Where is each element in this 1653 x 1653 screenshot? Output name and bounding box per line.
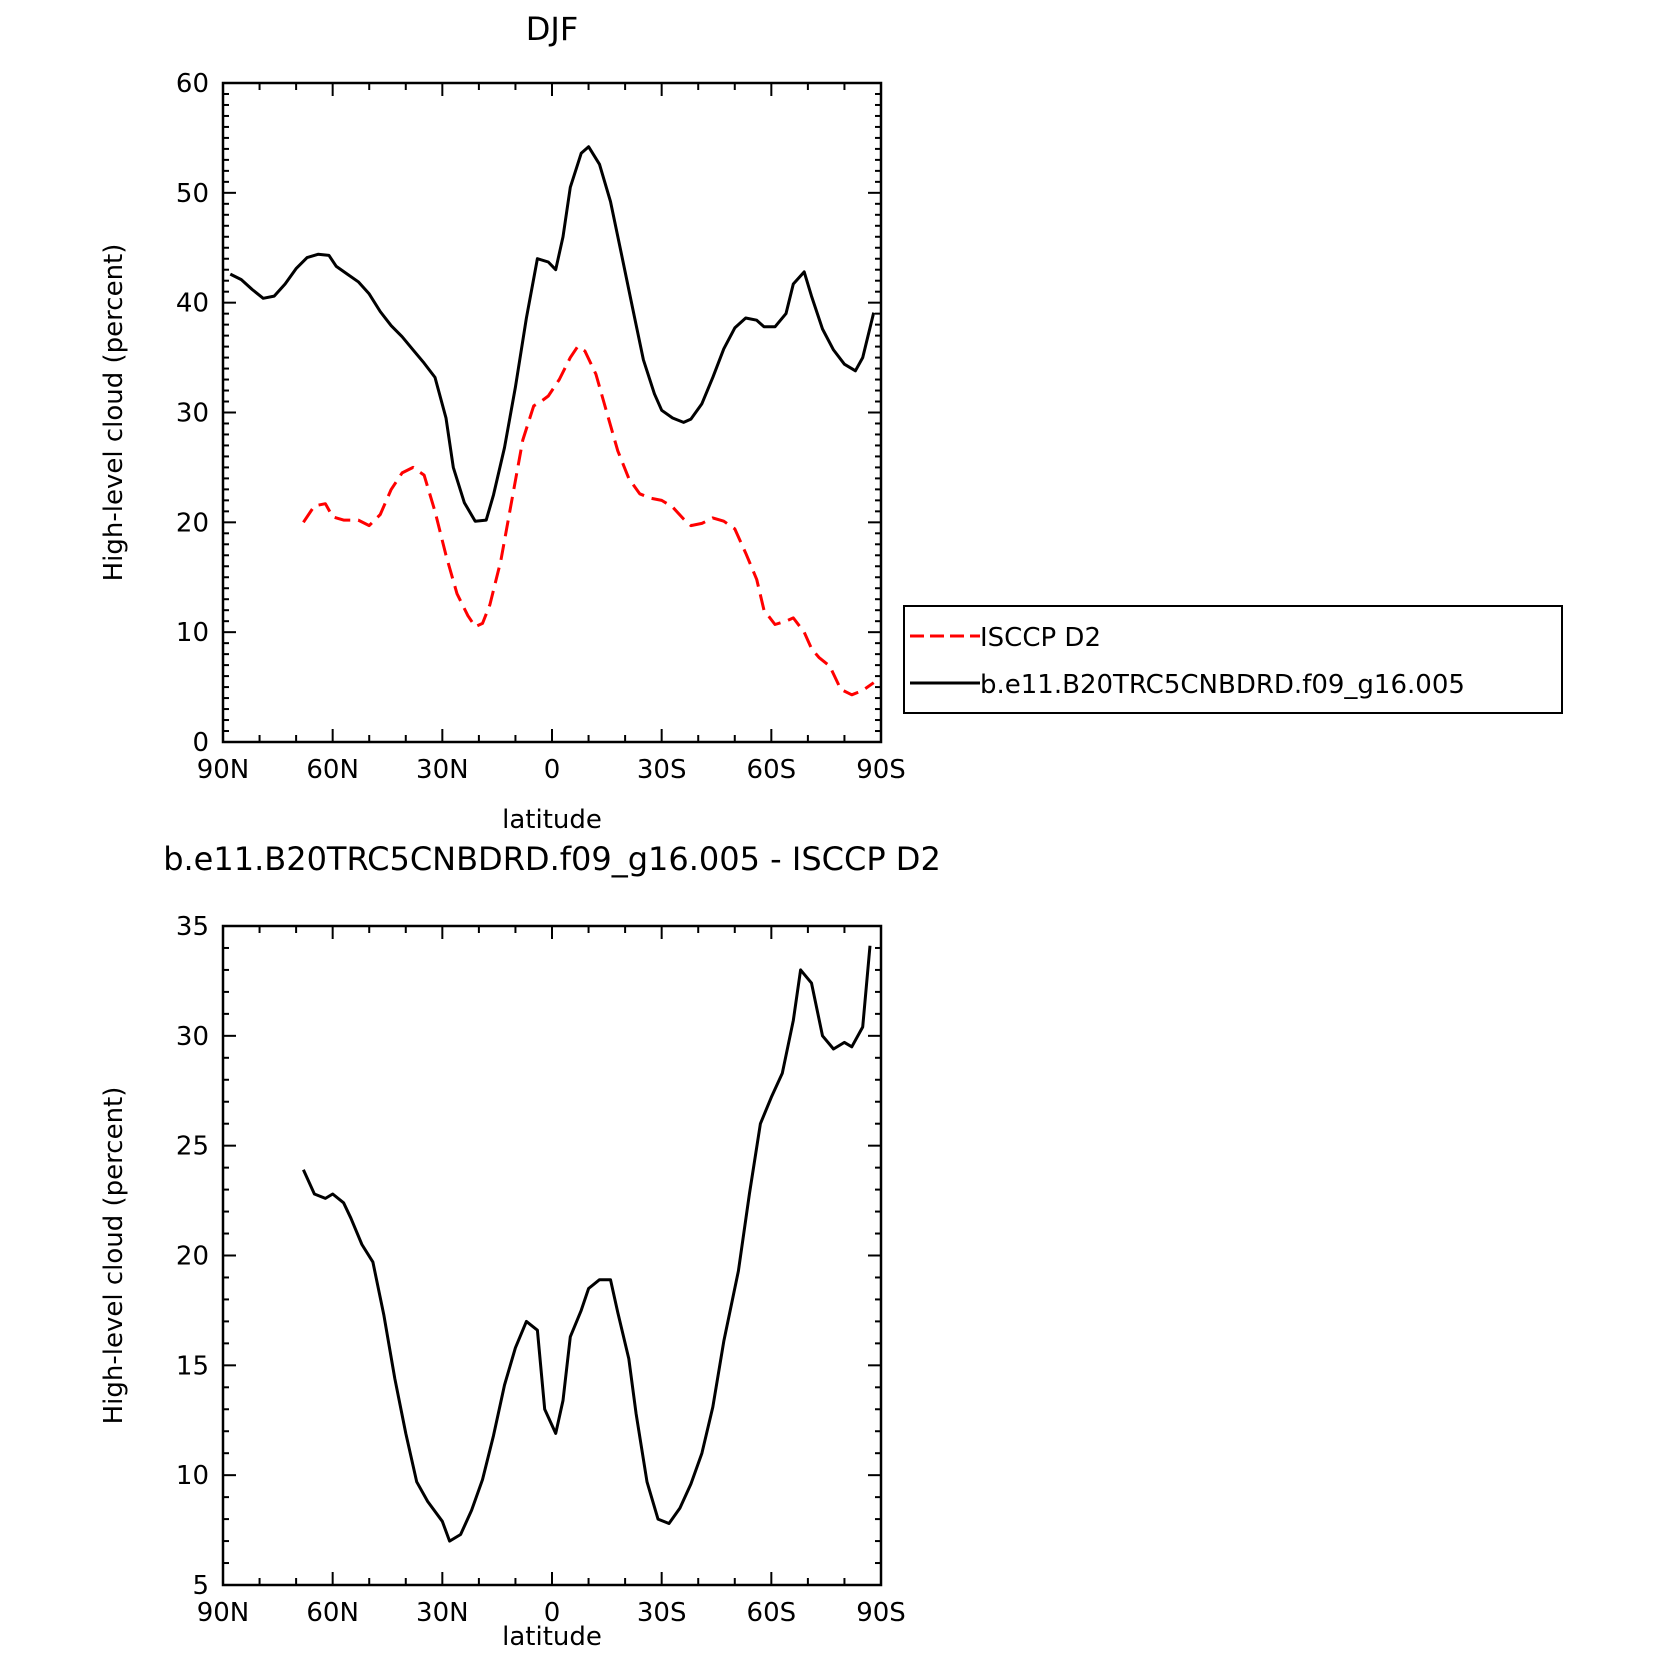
y-tick-label: 10 bbox=[176, 618, 209, 648]
x-tick-label: 0 bbox=[544, 755, 561, 785]
y-tick-label: 60 bbox=[176, 69, 209, 99]
y-axis-title: High-level cloud (percent) bbox=[99, 1087, 129, 1425]
y-tick-label: 5 bbox=[192, 1571, 209, 1601]
y-tick-label: 0 bbox=[192, 728, 209, 758]
y-tick-label: 30 bbox=[176, 399, 209, 429]
plot-frame bbox=[221, 924, 883, 1587]
y-tick-label: 10 bbox=[176, 1461, 209, 1491]
x-tick-label: 90N bbox=[197, 1598, 250, 1628]
x-tick-label: 90S bbox=[856, 755, 906, 785]
y-tick-label: 25 bbox=[176, 1132, 209, 1162]
legend-box bbox=[903, 605, 1563, 714]
x-tick-label: 30N bbox=[416, 1598, 469, 1628]
y-tick-label: 15 bbox=[176, 1351, 209, 1381]
legend-label: ISCCP D2 bbox=[980, 623, 1101, 653]
y-tick-label: 30 bbox=[176, 1022, 209, 1052]
x-tick-label: 60N bbox=[306, 1598, 359, 1628]
x-tick-label: 0 bbox=[544, 1598, 561, 1628]
bottom-chart-panel: b.e11.B20TRC5CNBDRD.f09_g16.005 - ISCCP … bbox=[99, 840, 941, 1652]
y-tick-label: 35 bbox=[176, 912, 209, 942]
y-tick-label: 50 bbox=[176, 179, 209, 209]
y-tick-label: 20 bbox=[176, 1242, 209, 1272]
x-axis-title: latitude bbox=[502, 1622, 602, 1652]
x-tick-label: 60S bbox=[747, 755, 797, 785]
y-tick-label: 40 bbox=[176, 289, 209, 319]
x-tick-label: 30N bbox=[416, 755, 469, 785]
x-tick-label: 90N bbox=[197, 755, 250, 785]
chart-title: DJF bbox=[526, 10, 578, 48]
plot-frame bbox=[221, 81, 883, 744]
top-chart-panel: DJF 90N 60N 30N 0 30S 60S 90S 0 10 20 30 40 50 60 latit… bbox=[99, 10, 1563, 835]
x-axis-title: latitude bbox=[502, 805, 602, 835]
series-line-0 bbox=[302, 945, 872, 1543]
series-line-0 bbox=[302, 345, 875, 697]
x-tick-label: 90S bbox=[856, 1598, 906, 1628]
x-tick-label: 30S bbox=[637, 1598, 687, 1628]
chart-title: b.e11.B20TRC5CNBDRD.f09_g16.005 - ISCCP … bbox=[163, 840, 941, 878]
x-tick-label: 60N bbox=[306, 755, 359, 785]
y-tick-label: 20 bbox=[176, 508, 209, 538]
legend-label: b.e11.B20TRC5CNBDRD.f09_g16.005 bbox=[980, 670, 1465, 700]
y-axis-title: High-level cloud (percent) bbox=[99, 244, 129, 582]
series-line-1 bbox=[229, 145, 876, 523]
x-tick-label: 30S bbox=[637, 755, 687, 785]
x-tick-label: 60S bbox=[747, 1598, 797, 1628]
